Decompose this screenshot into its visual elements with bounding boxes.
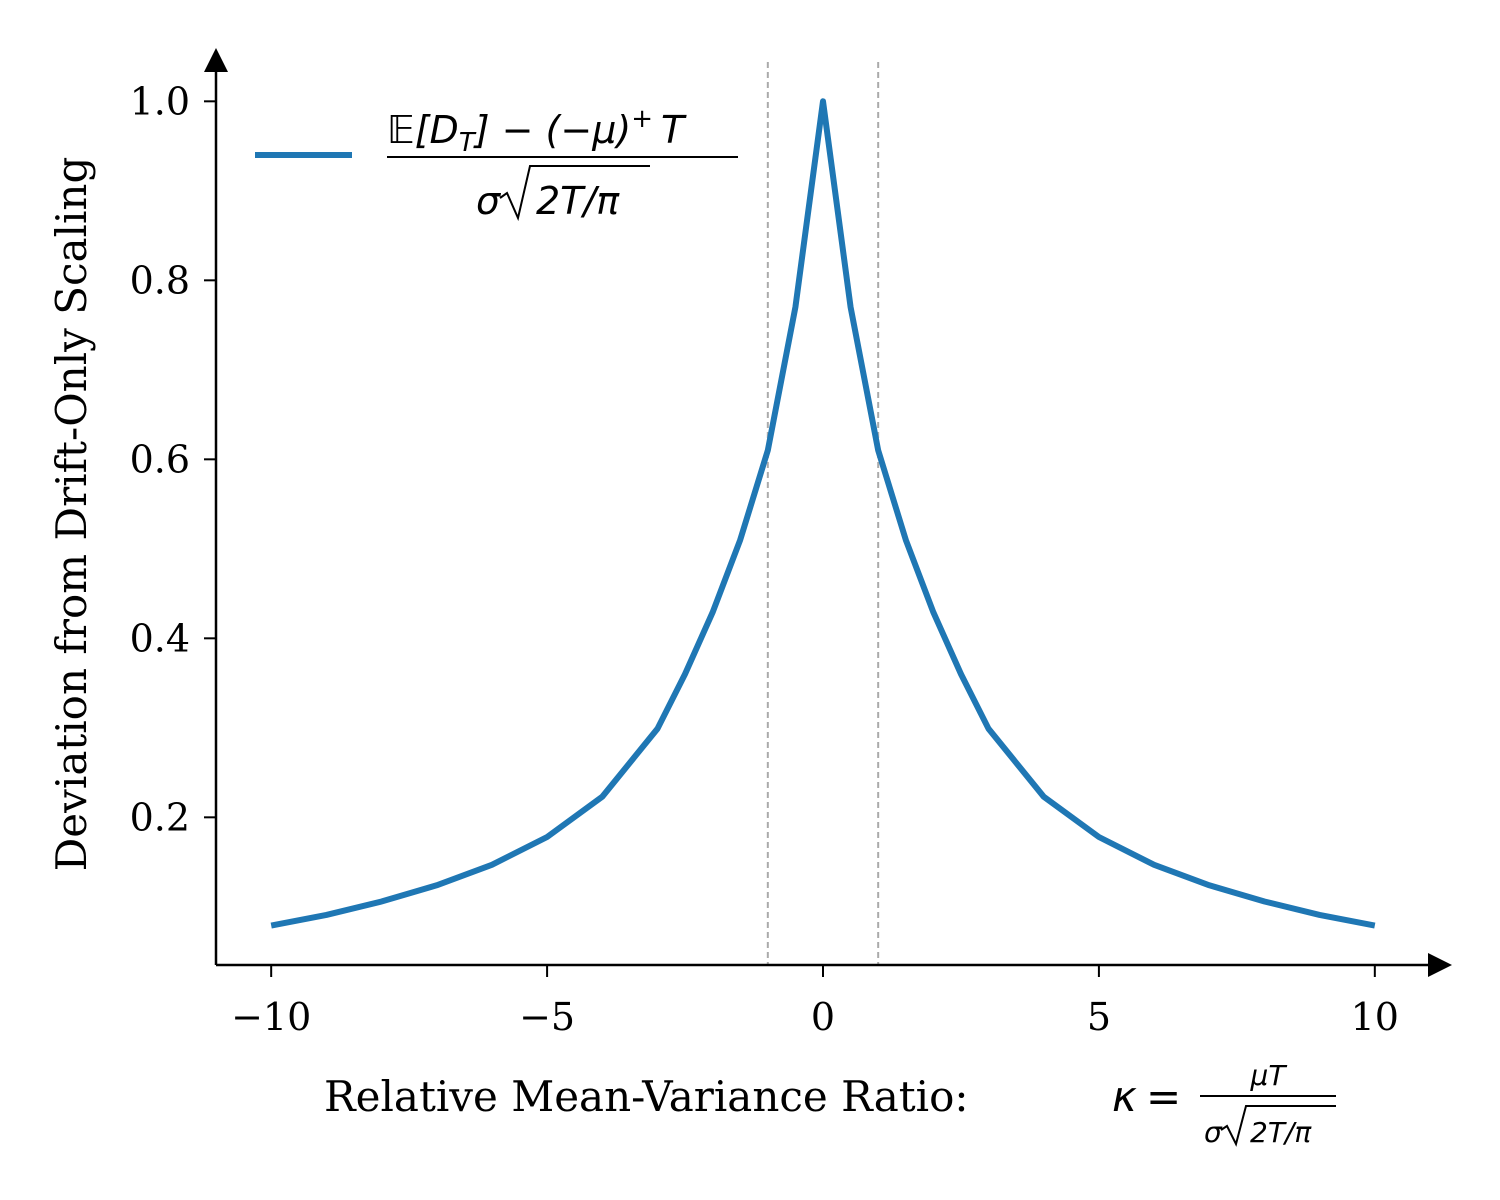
x-tick-label: 5	[1087, 995, 1111, 1039]
y-tick-label: 0.2	[130, 795, 190, 839]
y-tick-label: 0.4	[130, 616, 190, 660]
legend-d: D	[430, 108, 459, 152]
legend-numerator: 𝔼[DT] − (−μ)+ T	[387, 104, 687, 158]
x-axis-arrow	[1428, 953, 1452, 977]
legend-d-subscript: T	[459, 128, 477, 158]
legend-sqrt-sign	[499, 165, 650, 222]
x-axis-title-sqrt-sign	[1220, 1105, 1336, 1147]
legend-t: T	[661, 108, 687, 152]
legend-denominator-radicand: 2T/π	[536, 179, 620, 223]
x-axis-title-denominator-radicand: 2T/π	[1250, 1116, 1312, 1149]
x-axis-title-text: Relative Mean-Variance Ratio:	[324, 1072, 969, 1121]
legend-minus-part: ] − (−	[473, 108, 593, 152]
x-axis-title-equals: =	[1146, 1072, 1181, 1121]
x-tick-label: −10	[231, 995, 311, 1039]
x-axis-title: Relative Mean-Variance Ratio: κ = μT σ 2…	[324, 1059, 1336, 1149]
y-ticks: 0.2 0.4 0.6 0.8 1.0	[130, 79, 216, 839]
reference-lines	[766, 62, 880, 965]
series-line-1	[270, 98, 1376, 929]
y-tick-label: 0.8	[130, 258, 190, 302]
x-axis-title-kappa: κ	[1112, 1072, 1137, 1121]
legend: 𝔼[DT] − (−μ)+ T σ 2T/π	[255, 104, 738, 223]
series-layer	[270, 98, 1376, 929]
x-tick-label: 10	[1351, 995, 1399, 1039]
legend-denominator-sigma: σ	[476, 179, 502, 223]
x-tick-label: 0	[811, 995, 835, 1039]
x-tick-label: −5	[519, 995, 575, 1039]
legend-label: 𝔼[DT] − (−μ)+ T σ 2T/π	[387, 104, 738, 223]
y-tick-label: 1.0	[130, 79, 190, 123]
y-axis-arrow	[204, 48, 228, 72]
legend-expectation: 𝔼[	[387, 108, 431, 152]
x-axis-title-denominator-sigma: σ	[1204, 1116, 1223, 1149]
x-ticks: −10 −5 0 5 10	[231, 965, 1399, 1039]
x-axis-title-numerator: μT	[1250, 1059, 1288, 1092]
legend-plus-superscript: +	[631, 104, 653, 134]
legend-close-paren: )	[613, 108, 631, 152]
legend-mu: μ	[591, 108, 616, 152]
y-tick-label: 0.6	[130, 437, 190, 481]
y-axis-title: Deviation from Drift-Only Scaling	[47, 157, 96, 872]
